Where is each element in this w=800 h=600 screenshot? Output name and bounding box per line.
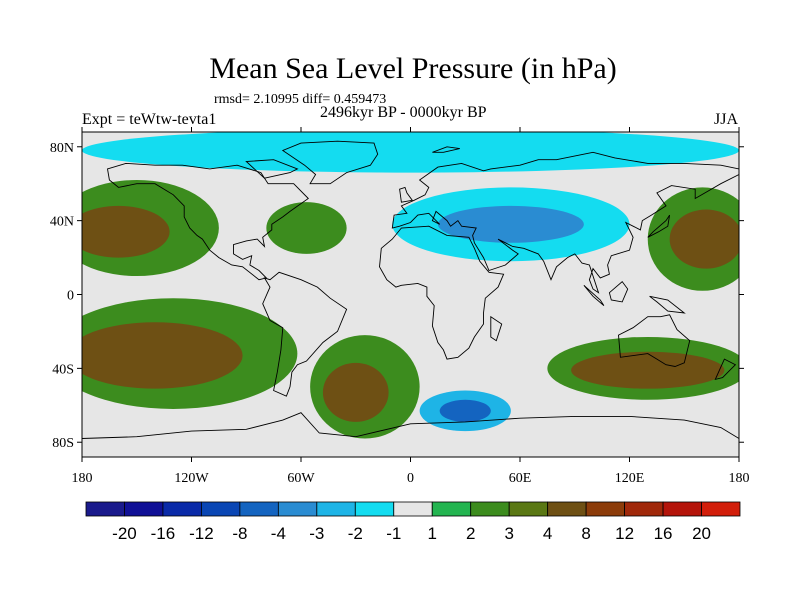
period-label: 2496kyr BP - 0000kyr BP — [320, 104, 487, 121]
lon-label: 180 — [729, 471, 750, 486]
lon-label: 60W — [287, 471, 315, 486]
lat-label: 80S — [52, 436, 74, 451]
coastline-africa — [379, 225, 505, 360]
coastline-australia — [618, 314, 691, 367]
colorbar-label: 16 — [654, 524, 673, 543]
colorbar-swatch — [624, 501, 664, 517]
colorbar-label: -4 — [271, 524, 286, 543]
colorbar-swatch — [508, 501, 549, 517]
colorbar: -20 -16 -12 -8 -4 -3 -2 -1 1 2 3 4 8 12 16 20 — [85, 501, 741, 543]
field-southern-ocean-low-core — [439, 399, 491, 422]
coastline-new-zealand — [714, 358, 737, 381]
colorbar-swatch — [162, 501, 202, 517]
colorbar-swatch — [239, 501, 279, 517]
colorbar-swatch — [393, 501, 433, 517]
colorbar-swatch — [431, 501, 472, 517]
field-indian-ocean-high-core — [571, 351, 725, 389]
coastline-eurasia — [391, 151, 739, 294]
coastline-antarctica — [82, 412, 739, 439]
lon-label: 60E — [509, 471, 532, 486]
colorbar-label: -16 — [151, 524, 176, 543]
field-azores-high — [266, 202, 347, 254]
stats-label: rmsd= 2.10995 diff= 0.459473 — [214, 92, 387, 107]
coastline-svalbard — [432, 146, 460, 153]
colorbar-label: 12 — [615, 524, 634, 543]
pressure-field — [82, 132, 739, 457]
field-south-pacific-high-core — [82, 322, 243, 389]
field-west-pacific-high-core — [669, 209, 739, 269]
colorbar-swatch — [470, 501, 510, 517]
coastline-japan — [647, 214, 671, 238]
coastline-north-america — [106, 162, 309, 281]
colorbar-swatch — [277, 501, 318, 517]
lon-label: 0 — [407, 471, 414, 486]
coastline-madagascar — [490, 315, 503, 342]
colorbar-label: -2 — [348, 524, 363, 543]
colorbar-label: -1 — [386, 524, 401, 543]
colorbar-swatch — [662, 501, 702, 517]
lat-label: 40S — [52, 362, 74, 377]
coastline-new-guinea — [649, 295, 686, 314]
colorbar-label: -20 — [112, 524, 137, 543]
coastline-greenland — [281, 140, 379, 185]
colorbar-swatch — [701, 501, 741, 517]
colorbar-swatch — [85, 501, 125, 517]
field-arctic-low — [82, 132, 739, 173]
field-eurasian-low-core — [437, 205, 584, 243]
colorbar-swatch — [316, 501, 356, 517]
latitude-axis: 80N 40N 0 40S 80S — [50, 141, 744, 451]
field-south-atlantic-high-core — [322, 362, 389, 422]
colorbar-label: 20 — [692, 524, 711, 543]
coastlines — [82, 140, 739, 439]
colorbar-swatch — [585, 501, 625, 517]
colorbar-label: 4 — [543, 524, 552, 543]
colorbar-label: 2 — [466, 524, 475, 543]
coastline-uk — [399, 186, 414, 203]
colorbar-label: -8 — [232, 524, 247, 543]
lon-label: 180 — [72, 471, 93, 486]
map-title: Mean Sea Level Pressure (in hPa) — [209, 52, 617, 85]
experiment-label: Expt = teWtw-tevta1 — [82, 111, 217, 128]
colorbar-label: -12 — [189, 524, 214, 543]
colorbar-swatch — [354, 501, 395, 517]
coastline-baffin — [245, 159, 299, 179]
colorbar-swatch — [201, 501, 241, 517]
lat-label: 80N — [50, 141, 74, 156]
lat-label: 0 — [67, 289, 74, 304]
colorbar-label: 1 — [428, 524, 437, 543]
lat-label: 40N — [50, 215, 74, 230]
coastline-south-america — [262, 271, 348, 397]
colorbar-swatch — [124, 501, 164, 517]
lon-label: 120E — [615, 471, 645, 486]
colorbar-label: 8 — [581, 524, 590, 543]
season-label: JJA — [714, 111, 739, 128]
colorbar-swatch — [547, 501, 587, 517]
lon-label: 120W — [174, 471, 209, 486]
colorbar-label: 3 — [504, 524, 513, 543]
coastline-sumatra — [583, 284, 605, 306]
field-north-pacific-high-core — [82, 205, 170, 258]
coastline-borneo — [608, 280, 629, 303]
longitude-axis: 180 120W 60W 0 60E 120E 180 — [72, 127, 750, 486]
colorbar-label: -3 — [309, 524, 324, 543]
